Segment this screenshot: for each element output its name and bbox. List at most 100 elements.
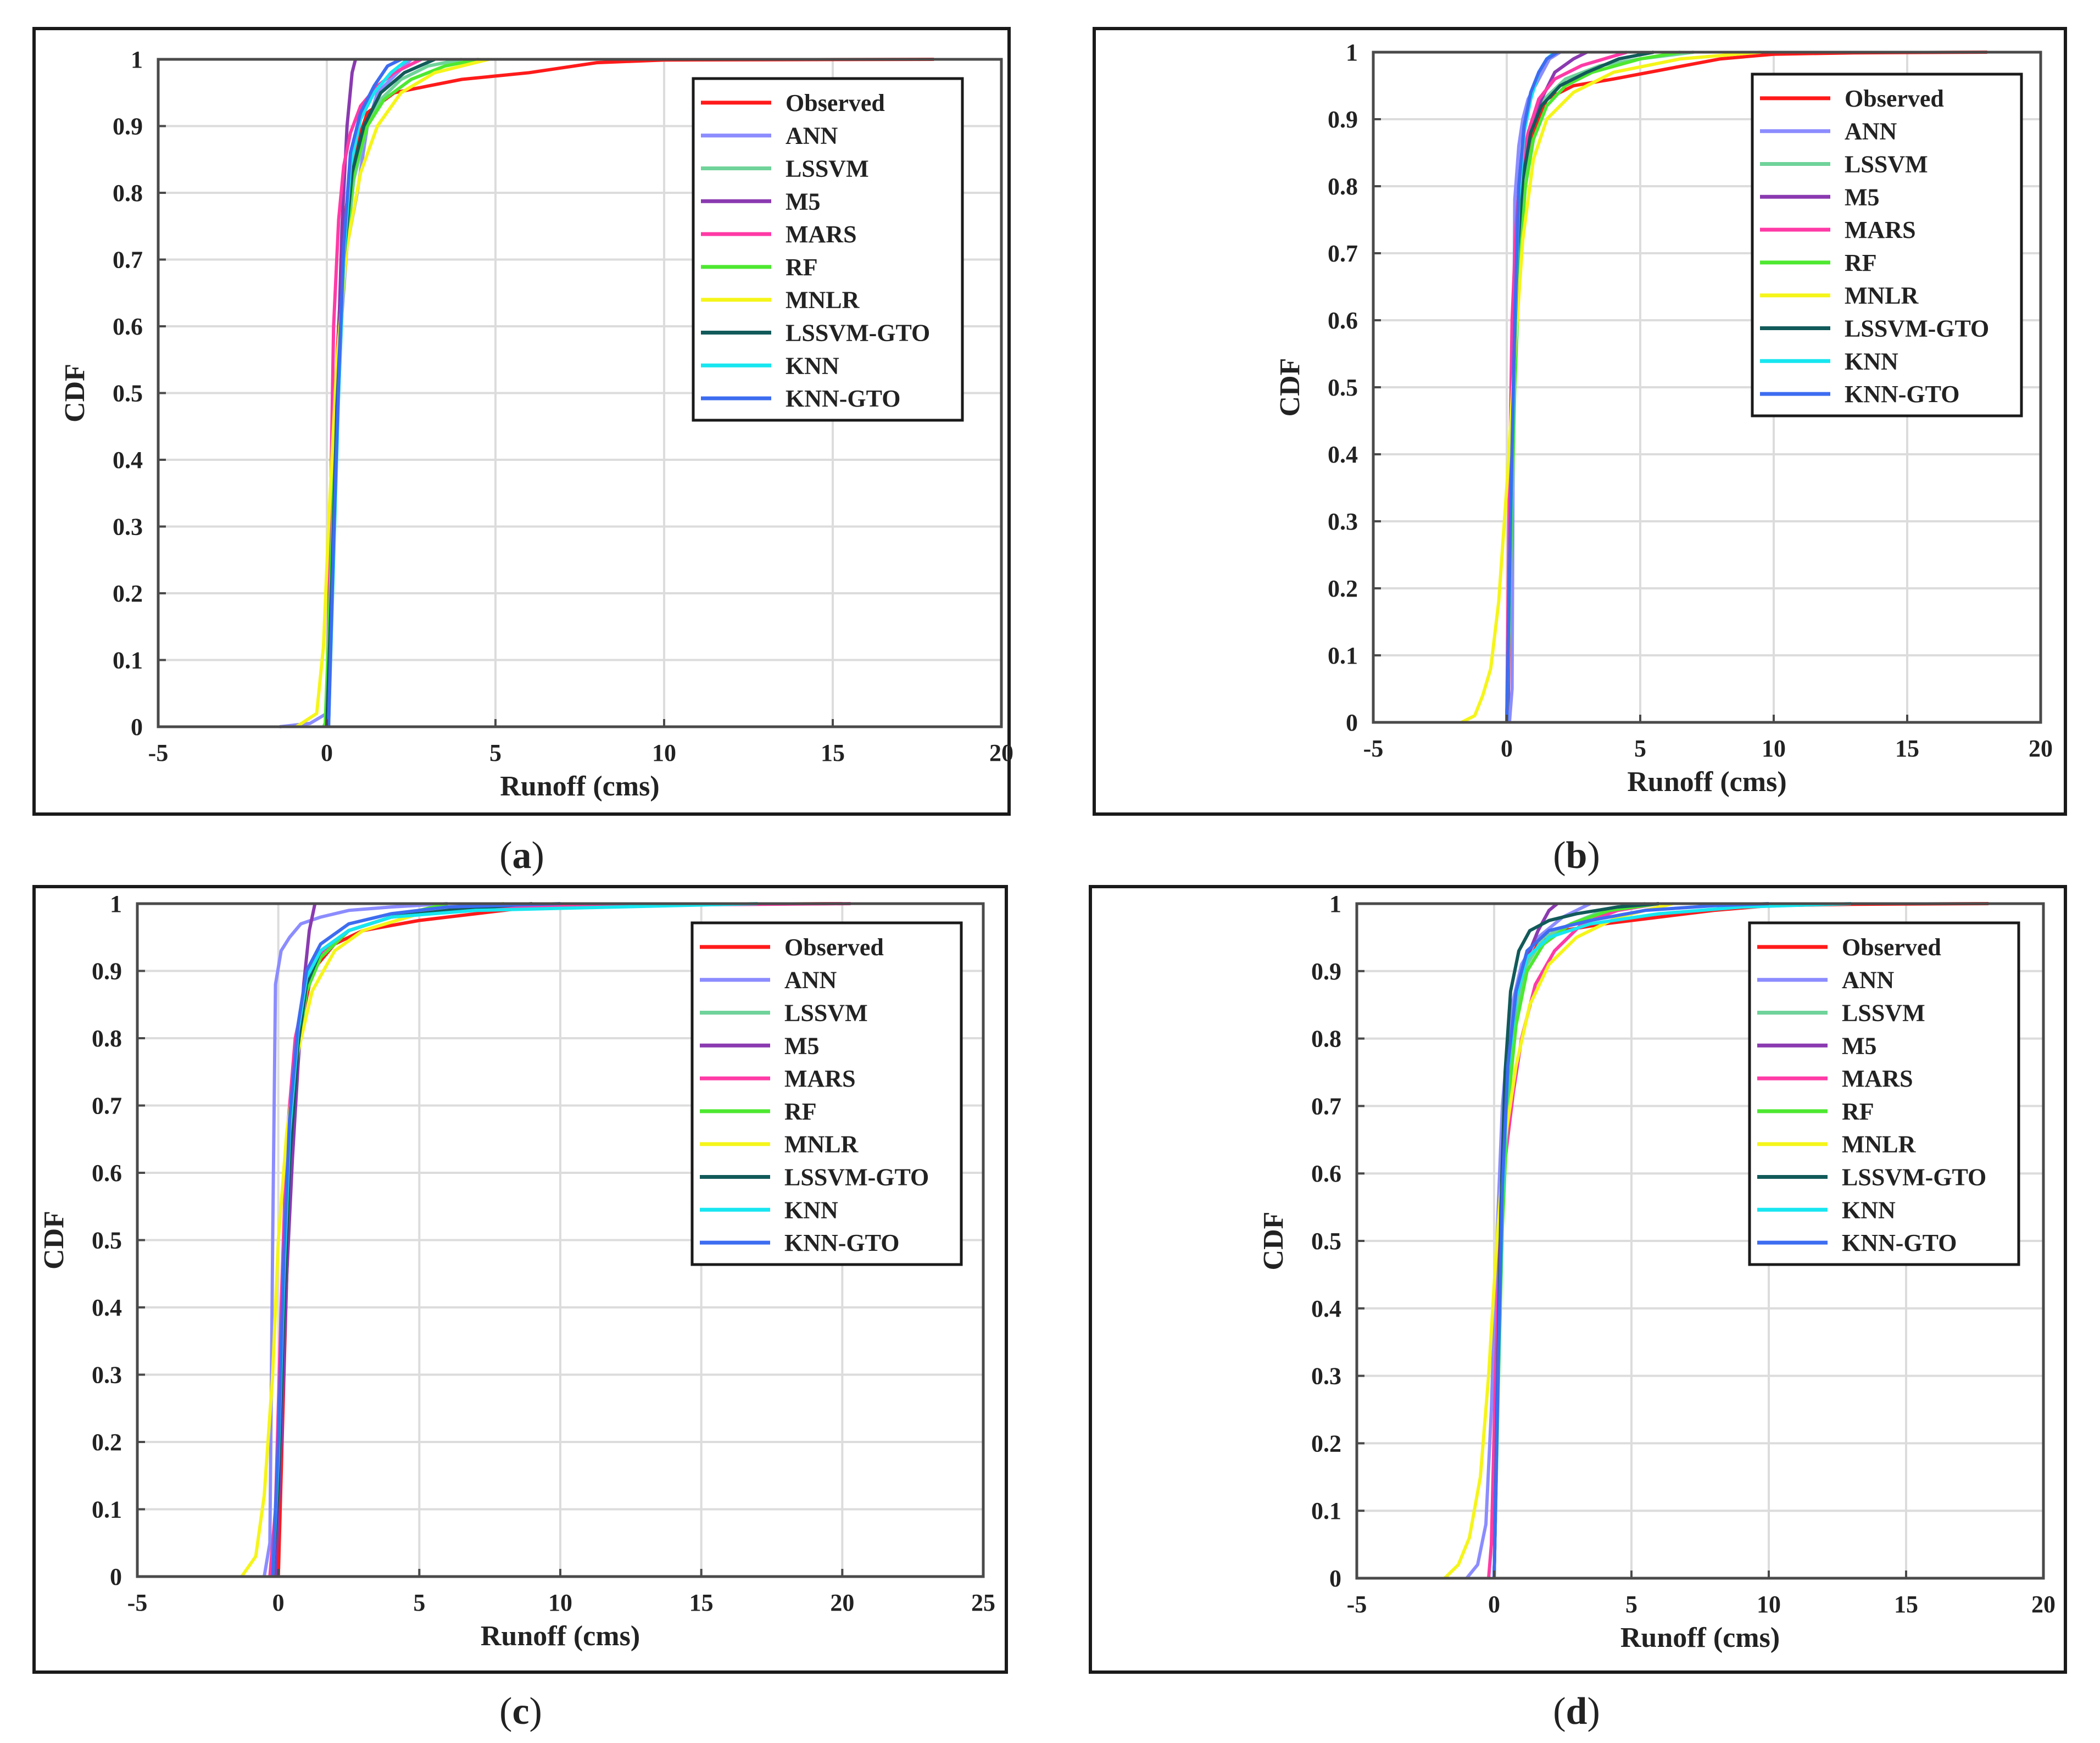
panel-b: -5 0 5 10 15 2000.10.20.30.40.50.60.70.80.91R… — [1093, 27, 2067, 877]
panel-b-legend-label-lssvm-gto: LSSVM-GTO — [1845, 315, 1989, 342]
panel-b-xtick-label-0: -5 — [1363, 735, 1384, 762]
panel-b-ytick-label-10: 1 — [1346, 39, 1358, 66]
panel-b-caption-letter: b — [1566, 834, 1587, 877]
panel-d-legend-label-m5: M5 — [1842, 1032, 1877, 1059]
panel-b-ytick-label-1: 0.1 — [1328, 642, 1358, 669]
panel-d-ytick-label-5: 0.5 — [1311, 1228, 1341, 1255]
panel-c-ytick-label-2: 0.2 — [92, 1429, 122, 1456]
panel-c-legend-label-observed: Observed — [784, 934, 884, 961]
panel-a-ytick-label-7: 0.7 — [113, 247, 143, 274]
panel-c-xtick-label-6: 25 — [971, 1589, 995, 1616]
panel-d-legend-label-knn-gto: KNN-GTO — [1842, 1229, 1957, 1256]
panel-a-xtick-label-1: 0 — [321, 739, 333, 766]
panel-b-ytick-label-0: 0 — [1346, 709, 1358, 736]
panel-d-legend-label-mars: MARS — [1842, 1065, 1913, 1092]
panel-d-legend-label-knn: KNN — [1842, 1196, 1896, 1223]
panel-d-series-ann — [1465, 902, 1591, 1579]
panel-b-xtick-label-4: 15 — [1895, 735, 1919, 762]
panel-a-legend: Observed ANN LSSVM M5 MARS RF MNLR LSSVM-GTO KNN… — [692, 77, 964, 422]
panel-a-xlabel: Runoff (cms) — [500, 771, 659, 802]
panel-b-ylabel: CDF — [1274, 358, 1306, 417]
panel-c-legend-label-rf: RF — [784, 1098, 817, 1125]
panel-a-legend-label-observed: Observed — [786, 90, 885, 116]
panel-b-series-mnlr — [1461, 51, 1761, 724]
panel-c-ytick-label-6: 0.6 — [92, 1160, 122, 1187]
panel-d-caption-open: ( — [1553, 1690, 1566, 1733]
panel-c-caption-letter: c — [512, 1690, 529, 1733]
panel-d-ytick-label-8: 0.8 — [1311, 1026, 1341, 1053]
panel-b-xtick-label-5: 20 — [2029, 735, 2053, 762]
panel-b-caption-close: ) — [1587, 834, 1600, 877]
panel-a-legend-label-m5: M5 — [786, 188, 821, 215]
panel-d-caption: (d) — [1553, 1690, 1600, 1733]
panel-d-legend-label-observed: Observed — [1842, 934, 1941, 961]
panel-b-xtick-label-1: 0 — [1501, 735, 1513, 762]
panel-a-ytick-label-10: 1 — [131, 46, 143, 73]
panel-a-xtick-label-2: 5 — [489, 739, 502, 766]
panel-c-ytick-label-0: 0 — [110, 1563, 122, 1590]
panel-a-legend-label-mnlr: MNLR — [786, 287, 860, 314]
panel-a-ytick-label-0: 0 — [131, 714, 143, 740]
panel-d-legend: Observed ANN LSSVM M5 MARS RF MNLR LSSVM-GTO KNN… — [1748, 921, 2020, 1266]
panel-d-legend-label-lssvm: LSSVM — [1842, 1000, 1925, 1027]
panel-a-legend-label-knn-gto: KNN-GTO — [786, 385, 900, 412]
panel-b-ytick-label-2: 0.2 — [1328, 575, 1358, 602]
panel-a-ytick-label-5: 0.5 — [113, 380, 143, 407]
panel-a-ytick-label-1: 0.1 — [113, 647, 143, 674]
panel-c-legend-label-mnlr: MNLR — [784, 1131, 859, 1158]
panel-b-series-knn-gto — [1505, 51, 1558, 723]
panel-a-ytick-label-9: 0.9 — [113, 113, 143, 140]
panel-c: -5 0 5 10 15 20 2500.10.20.30.40.50.60.70.80.9… — [32, 885, 1008, 1733]
panel-c-xtick-label-4: 15 — [689, 1589, 714, 1616]
panel-c-caption-open: ( — [499, 1690, 512, 1733]
panel-d-xtick-label-2: 5 — [1625, 1591, 1637, 1618]
panel-c-legend-label-lssvm: LSSVM — [784, 1000, 868, 1027]
panel-c-xtick-label-3: 10 — [548, 1589, 572, 1616]
panel-b-legend: Observed ANN LSSVM M5 MARS RF MNLR LSSVM-GTO KNN… — [1751, 73, 2023, 417]
panel-a-caption-close: ) — [532, 834, 544, 877]
panel-b-legend-label-observed: Observed — [1845, 85, 1944, 112]
panel-d-caption-letter: d — [1566, 1690, 1587, 1733]
panel-b-ytick-label-9: 0.9 — [1328, 106, 1358, 133]
panel-c-xtick-label-5: 20 — [830, 1589, 854, 1616]
panel-d-ylabel: CDF — [1258, 1212, 1289, 1271]
panel-c-legend-label-knn-gto: KNN-GTO — [784, 1229, 899, 1256]
panel-a-legend-label-lssvm-gto: LSSVM-GTO — [786, 320, 930, 347]
panel-a-caption: (a) — [499, 834, 544, 877]
panel-a-ytick-label-3: 0.3 — [113, 514, 143, 541]
panel-d-caption-close: ) — [1587, 1690, 1600, 1733]
panel-c-xtick-label-1: 0 — [272, 1589, 285, 1616]
panel-b-legend-label-ann: ANN — [1845, 118, 1897, 145]
panel-b-ytick-label-8: 0.8 — [1328, 173, 1358, 200]
panel-b-legend-label-knn-gto: KNN-GTO — [1845, 381, 1959, 408]
panel-c-ytick-label-10: 1 — [110, 890, 122, 917]
panel-a-xtick-label-3: 10 — [652, 739, 676, 766]
panel-c-ytick-label-7: 0.7 — [92, 1093, 122, 1120]
panel-a-ylabel: CDF — [59, 364, 91, 422]
panel-a-legend-label-ann: ANN — [786, 122, 838, 149]
panel-b-caption: (b) — [1553, 834, 1600, 877]
panel-c-caption-close: ) — [530, 1690, 542, 1733]
panel-b-caption-open: ( — [1553, 834, 1566, 877]
panel-a-xtick-label-4: 15 — [821, 739, 845, 766]
panel-b-xlabel: Runoff (cms) — [1627, 766, 1786, 798]
panel-c-ytick-label-8: 0.8 — [92, 1025, 122, 1052]
panel-c-ytick-label-9: 0.9 — [92, 958, 122, 985]
panel-d-series-knn-gto — [1492, 902, 1769, 1579]
panel-d-xlabel: Runoff (cms) — [1620, 1622, 1780, 1653]
panel-a-caption-letter: a — [513, 834, 532, 877]
panel-b-legend-label-knn: KNN — [1845, 348, 1898, 375]
panel-b-ytick-label-5: 0.5 — [1328, 374, 1358, 401]
panel-d-ytick-label-1: 0.1 — [1311, 1497, 1341, 1524]
panel-d-plot-area: -5 0 5 10 15 2000.10.20.30.40.50.60.70.80.91R… — [1258, 890, 2056, 1653]
panel-a-caption-open: ( — [499, 834, 512, 877]
panel-d-legend-label-lssvm-gto: LSSVM-GTO — [1842, 1164, 1986, 1191]
panel-c-legend-label-lssvm-gto: LSSVM-GTO — [784, 1164, 929, 1191]
panel-c-xtick-label-2: 5 — [413, 1589, 425, 1616]
panel-a-legend-label-rf: RF — [786, 254, 818, 281]
panel-d-xtick-label-0: -5 — [1347, 1591, 1367, 1618]
panel-a-xtick-label-5: 20 — [989, 739, 1013, 766]
panel-a-ytick-label-6: 0.6 — [113, 313, 143, 340]
panel-d-legend-label-ann: ANN — [1842, 967, 1895, 994]
